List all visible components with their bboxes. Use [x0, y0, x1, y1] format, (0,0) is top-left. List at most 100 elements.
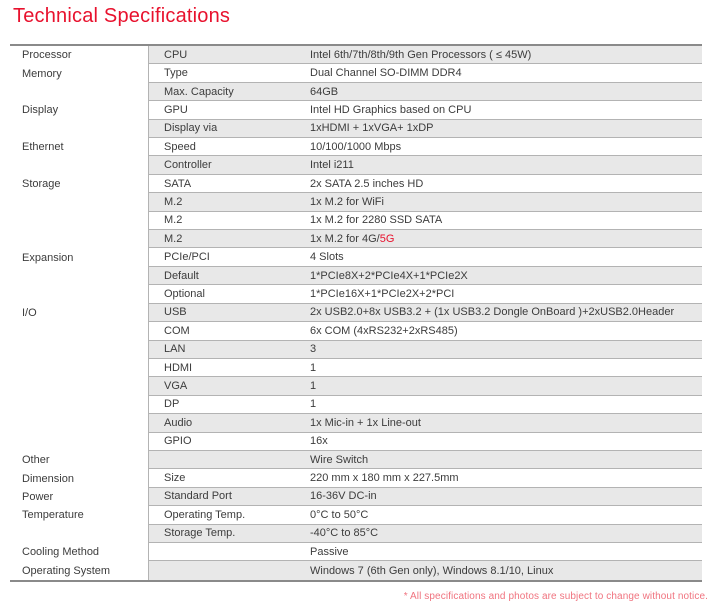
item-cell: GPIO [164, 435, 192, 448]
item-cell: Storage Temp. [164, 527, 236, 540]
spec-cells: Max. Capacity 64GB [148, 82, 702, 102]
item-cell: Operating Temp. [164, 508, 246, 521]
spec-cells: HDMI 1 [148, 358, 702, 378]
category-cell [10, 432, 148, 451]
value-cell: 1x M.2 for 4G/5G [310, 232, 395, 245]
table-row: Default 1*PCIe8X+2*PCIe4X+1*PCIe2X [10, 266, 702, 286]
spec-cells: Storage Temp. -40°C to 85°C [148, 524, 702, 543]
item-cell: Optional [164, 287, 205, 300]
spec-cells: Wire Switch [148, 450, 702, 470]
value-cell: 10/100/1000 Mbps [310, 140, 402, 153]
value-cell: -40°C to 85°C [310, 527, 379, 540]
category-cell: Memory [10, 64, 148, 83]
category-cell [10, 322, 148, 341]
table-row: Processor CPU Intel 6th/7th/8th/9th Gen Pr… [10, 46, 702, 65]
spec-cells: DP 1 [148, 395, 702, 415]
value-cell: 220 mm x 180 mm x 227.5mm [310, 472, 459, 485]
value-cell: 0°C to 50°C [310, 508, 369, 521]
spec-cells: Default 1*PCIe8X+2*PCIe4X+1*PCIe2X [148, 266, 702, 286]
table-row: Operating System Windows 7 (6th Gen only)… [10, 561, 702, 580]
item-cell [149, 543, 310, 560]
table-row: HDMI 1 [10, 358, 702, 378]
value-cell: 1 [310, 380, 317, 393]
table-row: Controller Intel i211 [10, 156, 702, 175]
table-row: Max. Capacity 64GB [10, 82, 702, 102]
category-cell: Processor [10, 46, 148, 65]
value-cell: Intel 6th/7th/8th/9th Gen Processors ( ≤… [310, 48, 532, 61]
spec-cells: M.2 1x M.2 for WiFi [148, 193, 702, 212]
item-cell [149, 451, 310, 468]
category-cell: Power [10, 487, 148, 507]
value-cell: 16-36V DC-in [310, 490, 377, 503]
category-cell: Storage [10, 174, 148, 194]
item-cell: PCIe/PCI [164, 251, 210, 264]
item-cell: CPU [164, 48, 188, 61]
category-cell: I/O [10, 303, 148, 323]
category-cell: Cooling Method [10, 542, 148, 562]
value-cell: Intel i211 [310, 159, 354, 172]
item-cell: COM [164, 324, 190, 337]
spec-cells: Windows 7 (6th Gen only), Windows 8.1/10… [148, 561, 702, 580]
spec-cells: COM 6x COM (4xRS232+2xRS485) [148, 322, 702, 341]
table-row: Power Standard Port 16-36V DC-in [10, 487, 702, 507]
spec-cells: GPU Intel HD Graphics based on CPU [148, 101, 702, 120]
table-row: GPIO 16x [10, 432, 702, 451]
value-cell: 1xHDMI + 1xVGA+ 1xDP [310, 122, 434, 135]
category-cell: Operating System [10, 561, 148, 580]
table-row: M.2 1x M.2 for 4G/5G [10, 230, 702, 249]
value-cell: 4 Slots [310, 251, 344, 264]
footnote: * All specifications and photos are subj… [403, 591, 708, 602]
item-cell: Max. Capacity [164, 85, 234, 98]
category-cell [10, 285, 148, 304]
item-cell: LAN [164, 343, 186, 356]
item-cell: Default [164, 269, 199, 282]
table-row: Optional 1*PCIe16X+1*PCIe2X+2*PCI [10, 285, 702, 304]
spec-table: Processor CPU Intel 6th/7th/8th/9th Gen Pr… [10, 44, 702, 582]
spec-cells: LAN 3 [148, 340, 702, 359]
table-row: M.2 1x M.2 for 2280 SSD SATA [10, 211, 702, 231]
item-cell: M.2 [164, 195, 183, 208]
category-cell: Expansion [10, 248, 148, 267]
value-cell: Wire Switch [310, 453, 369, 466]
value-cell: 1x M.2 for 2280 SSD SATA [310, 214, 443, 227]
item-cell: VGA [164, 380, 188, 393]
category-cell [10, 119, 148, 139]
spec-cells: Passive [148, 542, 702, 562]
category-cell: Temperature [10, 506, 148, 525]
value-cell: 1x Mic-in + 1x Line-out [310, 416, 421, 429]
category-cell: Display [10, 101, 148, 120]
item-cell: USB [164, 306, 187, 319]
value-highlight: 5G [379, 232, 395, 245]
value-cell: Intel HD Graphics based on CPU [310, 103, 472, 116]
table-row: Temperature Operating Temp. 0°C to 50°C [10, 506, 702, 525]
table-row: Other Wire Switch [10, 450, 702, 470]
spec-cells: Speed 10/100/1000 Mbps [148, 138, 702, 157]
spec-cells: Controller Intel i211 [148, 156, 702, 175]
category-cell [10, 395, 148, 415]
table-row: Memory Type Dual Channel SO-DIMM DDR4 [10, 64, 702, 83]
table-row: Audio 1x Mic-in + 1x Line-out [10, 414, 702, 433]
table-row: Cooling Method Passive [10, 542, 702, 562]
value-cell: 2x USB2.0+8x USB3.2 + (1x USB3.2 Dongle … [310, 306, 675, 319]
table-row: M.2 1x M.2 for WiFi [10, 193, 702, 212]
value-cell: Dual Channel SO-DIMM DDR4 [310, 67, 462, 80]
spec-cells: Operating Temp. 0°C to 50°C [148, 506, 702, 525]
table-row: VGA 1 [10, 377, 702, 396]
category-cell [10, 524, 148, 543]
spec-cells: Type Dual Channel SO-DIMM DDR4 [148, 64, 702, 83]
item-cell: GPU [164, 103, 188, 116]
spec-cells: SATA 2x SATA 2.5 inches HD [148, 174, 702, 194]
item-cell: HDMI [164, 361, 193, 374]
item-cell: M.2 [164, 232, 183, 245]
spec-cells: Display via 1xHDMI + 1xVGA+ 1xDP [148, 119, 702, 139]
item-cell: DP [164, 398, 180, 411]
table-row: Expansion PCIe/PCI 4 Slots [10, 248, 702, 267]
item-cell: Display via [164, 122, 218, 135]
spec-cells: M.2 1x M.2 for 4G/5G [148, 230, 702, 249]
category-cell [10, 82, 148, 102]
item-cell [149, 561, 310, 579]
table-row: COM 6x COM (4xRS232+2xRS485) [10, 322, 702, 341]
spec-cells: Standard Port 16-36V DC-in [148, 487, 702, 507]
spec-cells: M.2 1x M.2 for 2280 SSD SATA [148, 211, 702, 231]
value-cell: 6x COM (4xRS232+2xRS485) [310, 324, 458, 337]
